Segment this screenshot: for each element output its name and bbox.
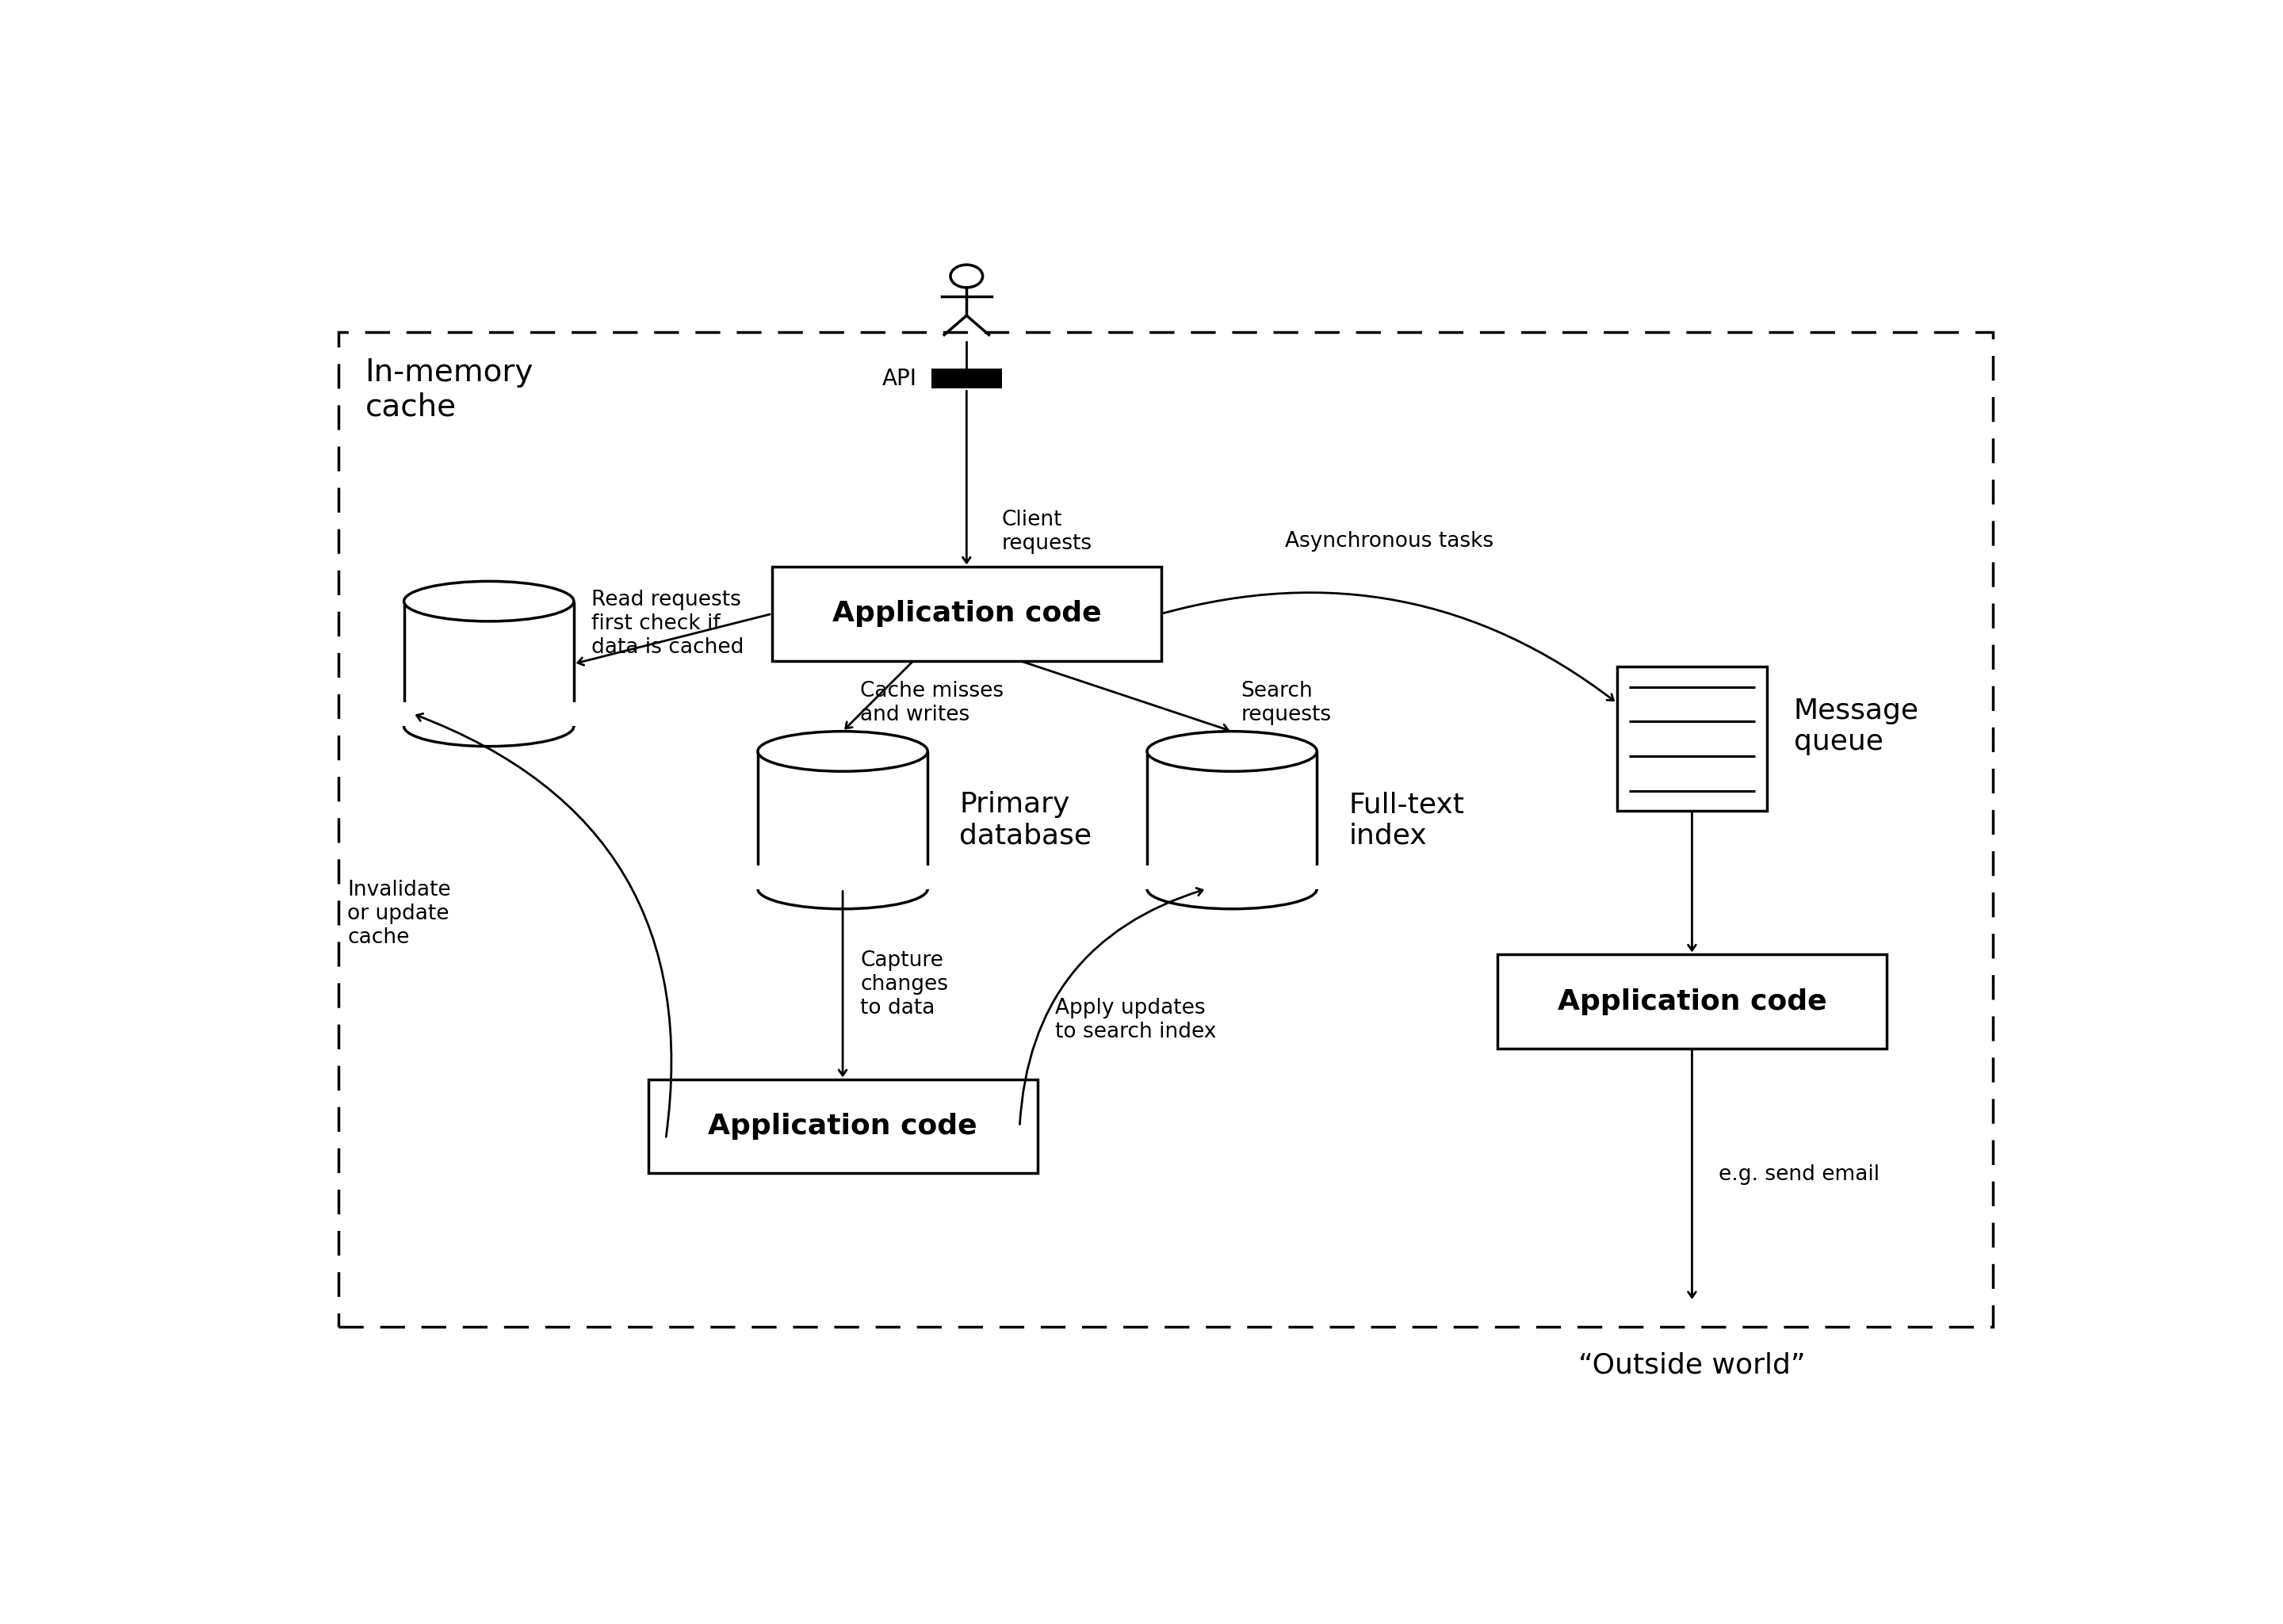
FancyBboxPatch shape <box>1616 667 1767 810</box>
FancyBboxPatch shape <box>648 1080 1036 1174</box>
FancyBboxPatch shape <box>758 752 927 888</box>
FancyBboxPatch shape <box>1498 955 1886 1049</box>
Ellipse shape <box>1146 731 1317 771</box>
Text: Primary
database: Primary database <box>959 791 1091 849</box>
FancyBboxPatch shape <box>338 333 1993 1327</box>
FancyBboxPatch shape <box>1144 866 1320 888</box>
Text: Search
requests: Search requests <box>1242 680 1331 724</box>
Text: e.g. send email: e.g. send email <box>1719 1164 1879 1186</box>
FancyBboxPatch shape <box>772 567 1162 661</box>
Text: Apply updates
to search index: Apply updates to search index <box>1055 999 1217 1043</box>
Text: Application code: Application code <box>1557 987 1826 1015</box>
Text: Message
queue: Message queue <box>1794 697 1920 755</box>
Text: Full-text
index: Full-text index <box>1349 791 1463 849</box>
Text: Application code: Application code <box>708 1112 977 1140</box>
FancyBboxPatch shape <box>931 369 1002 388</box>
FancyBboxPatch shape <box>1146 752 1317 888</box>
Text: Cache misses
and writes: Cache misses and writes <box>861 680 1005 724</box>
Circle shape <box>950 265 982 287</box>
FancyBboxPatch shape <box>400 703 578 726</box>
Text: Application code: Application code <box>831 601 1100 627</box>
Text: Asynchronous tasks: Asynchronous tasks <box>1285 531 1493 551</box>
Ellipse shape <box>758 869 927 909</box>
Text: API: API <box>881 367 918 390</box>
Text: In-memory
cache: In-memory cache <box>365 357 534 422</box>
FancyBboxPatch shape <box>753 866 931 888</box>
Text: Capture
changes
to data: Capture changes to data <box>861 950 947 1018</box>
FancyBboxPatch shape <box>404 601 573 726</box>
Ellipse shape <box>404 581 573 622</box>
Ellipse shape <box>1146 869 1317 909</box>
Text: Invalidate
or update
cache: Invalidate or update cache <box>347 880 450 948</box>
Text: Read requests
first check if
data is cached: Read requests first check if data is cac… <box>591 590 744 658</box>
Text: “Outside world”: “Outside world” <box>1578 1351 1806 1379</box>
Ellipse shape <box>404 706 573 747</box>
Ellipse shape <box>758 731 927 771</box>
Text: Client
requests: Client requests <box>1002 510 1094 554</box>
